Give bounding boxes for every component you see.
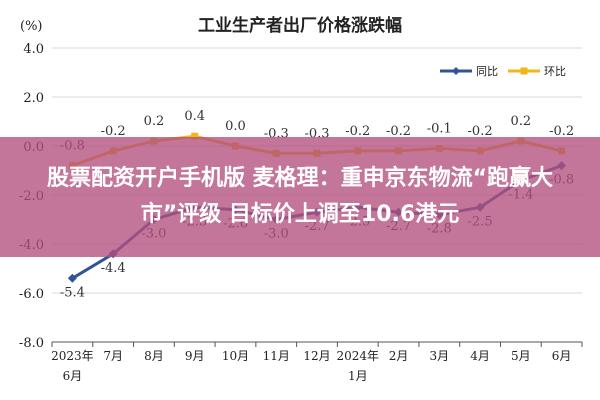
legend-label: 同比 xyxy=(476,65,498,78)
data-label: -0.2 xyxy=(549,124,574,139)
overlay-text-line-2: 市”评级 目标价上调至10.6港元 xyxy=(140,202,460,227)
x-tick-label: 6月 xyxy=(552,349,572,363)
overlay-banner: 股票配资开户手机版 麦格理：重申京东物流“跑赢大 市”评级 目标价上调至10.6… xyxy=(0,137,600,257)
x-tick-label: 2月 xyxy=(389,349,409,363)
x-tick-label: 1月 xyxy=(348,369,368,383)
x-tick-label: 2024年 xyxy=(336,349,379,363)
data-label: -0.1 xyxy=(427,121,452,136)
data-label: -4.4 xyxy=(101,261,126,276)
data-label: 0.2 xyxy=(144,114,165,129)
data-label: -0.2 xyxy=(468,124,493,139)
legend-marker xyxy=(520,67,528,75)
x-tick-label: 8月 xyxy=(144,349,164,363)
y-tick-label: -6.0 xyxy=(19,287,44,302)
data-label: -0.2 xyxy=(345,124,370,139)
data-point xyxy=(191,132,199,140)
data-label: 0.4 xyxy=(184,109,205,124)
y-tick-label: 2.0 xyxy=(23,91,44,106)
x-tick-label: 2023年 xyxy=(51,349,94,363)
legend-marker xyxy=(452,67,460,75)
x-tick-label: 7月 xyxy=(103,349,123,363)
x-tick-label: 11月 xyxy=(263,349,290,363)
y-tick-label: 4.0 xyxy=(23,42,44,57)
x-tick-label: 10月 xyxy=(222,349,249,363)
data-label: -0.2 xyxy=(101,124,126,139)
y-tick-label: -8.0 xyxy=(19,336,44,351)
x-tick-label: 3月 xyxy=(429,349,449,363)
x-tick-label: 12月 xyxy=(303,349,330,363)
y-unit-label: (%) xyxy=(20,19,43,34)
overlay-text-line-1: 股票配资开户手机版 麦格理：重申京东物流“跑赢大 xyxy=(46,166,554,191)
x-tick-label: 9月 xyxy=(185,349,205,363)
legend-label: 环比 xyxy=(544,65,566,78)
data-label: 0.0 xyxy=(225,119,246,134)
x-tick-label: 6月 xyxy=(63,369,83,383)
legend: 同比 环比 xyxy=(440,65,566,78)
data-label: -0.2 xyxy=(386,124,411,139)
x-tick-label: 5月 xyxy=(511,349,531,363)
data-label: 0.2 xyxy=(511,114,532,129)
data-label: -5.4 xyxy=(60,285,85,300)
chart-title: 工业生产者出厂价格涨跌幅 xyxy=(198,15,402,36)
data-point xyxy=(67,273,77,283)
x-tick-label: 4月 xyxy=(470,349,490,363)
